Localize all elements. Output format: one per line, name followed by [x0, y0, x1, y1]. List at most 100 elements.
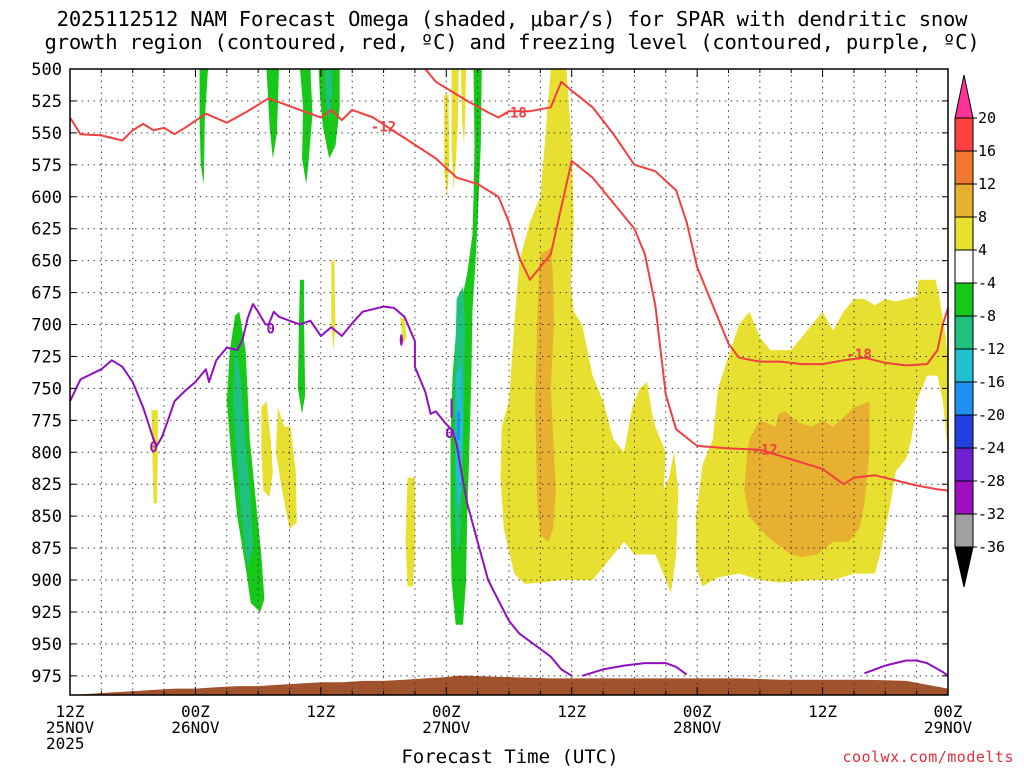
- omega-shade-pos4-19: [451, 69, 459, 191]
- y-tick-label: 900: [31, 571, 62, 591]
- omega-shade-neg4-1: [266, 69, 279, 159]
- colorbar-label: -16: [978, 373, 1005, 391]
- y-tick-label: 725: [31, 347, 62, 367]
- y-tick-label: 750: [31, 379, 62, 399]
- y-tick-label: 500: [31, 60, 62, 80]
- contour-lines: -12 -18 -18 -12 0 0 0: [69, 68, 949, 677]
- chart-title-line2: growth region (contoured, red, ºC) and f…: [44, 30, 980, 54]
- chart-title: 2025112512 NAM Forecast Omega (shaded, μ…: [0, 8, 1024, 54]
- y-tick-label: 775: [31, 411, 62, 431]
- colorbar: 20 16 12 8 4 -4 -8 -12 -16 -20 -24 -28 -32 -36: [954, 74, 1005, 588]
- y-tick-label: 600: [31, 188, 62, 208]
- omega-shade-pos4-12: [151, 410, 158, 504]
- contour-label: -18: [847, 347, 872, 363]
- colorbar-swatch: [954, 480, 974, 515]
- contour-line-0-4: [864, 659, 949, 677]
- omega-shade-pos4-20: [444, 94, 450, 197]
- x-tick-label: 00Z: [683, 702, 712, 721]
- freeze-contour-blob: [399, 333, 403, 346]
- omega-shade-pos4-17: [405, 477, 415, 587]
- y-tick-label: 650: [31, 252, 62, 272]
- contour-label: 0: [445, 426, 453, 442]
- colorbar-swatch: [954, 447, 974, 482]
- omega-shade-pos4-15: [331, 260, 336, 351]
- colorbar-bottom-arrow: [954, 546, 974, 588]
- omega-shade-neg16-11: [456, 411, 460, 440]
- colorbar-swatch: [954, 348, 974, 383]
- contour-label: -12: [371, 119, 396, 135]
- colorbar-label: -24: [978, 439, 1005, 457]
- axes: 500 525 550 575 600 625 650 675 700 725 750 775 800 8…: [31, 60, 972, 753]
- colorbar-label: -32: [978, 505, 1005, 523]
- colorbar-label: -36: [978, 538, 1005, 556]
- y-tick-label: 950: [31, 635, 62, 655]
- colorbar-label: -8: [978, 307, 996, 325]
- colorbar-label: 16: [978, 142, 996, 160]
- omega-shade-neg4-0: [199, 69, 208, 184]
- y-tick-label: 550: [31, 124, 62, 144]
- omega-shade-neg8-7: [233, 343, 253, 568]
- omega-shading: [70, 69, 948, 695]
- colorbar-swatch: [954, 216, 974, 251]
- colorbar-swatch: [954, 117, 974, 152]
- y-tick-label: 625: [31, 220, 62, 240]
- colorbar-swatch: [954, 249, 974, 284]
- grid: [70, 68, 948, 695]
- x-tick-label: 00Z: [181, 702, 210, 721]
- colorbar-swatch: [954, 414, 974, 449]
- y-tick-label: 525: [31, 92, 62, 112]
- y-tick-label: 975: [31, 667, 62, 687]
- colorbar-label: 12: [978, 175, 996, 193]
- x-tick-label: 12Z: [56, 702, 85, 721]
- contour-label: -18: [502, 105, 527, 121]
- omega-shade-pos4-16: [400, 318, 407, 344]
- y-tick-label: 575: [31, 156, 62, 176]
- terrain-shading: [70, 675, 948, 695]
- omega-shade-pos4-14: [275, 407, 297, 529]
- y-tick-label: 700: [31, 316, 62, 336]
- y-tick-label: 825: [31, 475, 62, 495]
- y-tick-label: 875: [31, 539, 62, 559]
- x-tick-label: 28NOV: [673, 718, 722, 737]
- colorbar-swatch: [954, 183, 974, 218]
- x-tick-label: 12Z: [557, 702, 586, 721]
- colorbar-swatch: [954, 315, 974, 350]
- y-tick-label: 800: [31, 443, 62, 463]
- omega-shade-pos8-24: [744, 401, 870, 557]
- colorbar-top-arrow: [954, 74, 974, 119]
- colorbar-label: -20: [978, 406, 1005, 424]
- contour-label: 0: [266, 321, 274, 337]
- y-tick-label: 925: [31, 603, 62, 623]
- contour-line--18-1: [424, 68, 949, 367]
- credit-text: coolwx.com/modelts: [842, 748, 1014, 766]
- colorbar-label: 20: [978, 109, 996, 127]
- x-tick-label: 29NOV: [924, 718, 973, 737]
- contour-label: 0: [149, 440, 157, 456]
- omega-shade-pos8-23: [535, 247, 556, 542]
- y-tick-label: 675: [31, 284, 62, 304]
- contour-label: -12: [752, 443, 777, 459]
- x-tick-label: 2025: [46, 734, 85, 753]
- omega-shade-neg8-8: [325, 69, 333, 121]
- contour-line--12-0: [69, 97, 949, 492]
- omega-shade-neg4-5: [297, 279, 306, 414]
- colorbar-swatch: [954, 150, 974, 185]
- y-tick-label: 850: [31, 507, 62, 527]
- omega-shade-pos4-21: [500, 69, 679, 593]
- x-tick-label: 25NOV: [46, 718, 95, 737]
- colorbar-label: 4: [978, 241, 987, 259]
- colorbar-label: -4: [978, 274, 996, 292]
- omega-shade-pos4-18: [460, 69, 467, 146]
- x-tick-label: 12Z: [808, 702, 837, 721]
- x-tick-label: 00Z: [934, 702, 963, 721]
- colorbar-swatch: [954, 381, 974, 416]
- x-tick-label: 00Z: [432, 702, 461, 721]
- contour-line-0-2: [69, 303, 573, 677]
- chart-title-line1: 2025112512 NAM Forecast Omega (shaded, μ…: [56, 7, 968, 31]
- x-tick-label: 26NOV: [171, 718, 220, 737]
- x-tick-label: 27NOV: [422, 718, 471, 737]
- omega-shade-pos4-13: [261, 401, 273, 497]
- x-tick-label: 12Z: [306, 702, 335, 721]
- colorbar-label: 8: [978, 208, 987, 226]
